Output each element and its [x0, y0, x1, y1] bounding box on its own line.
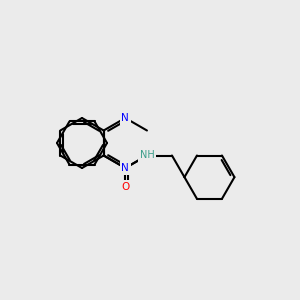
- Text: O: O: [121, 182, 129, 192]
- Text: NH: NH: [140, 151, 154, 160]
- Text: N: N: [122, 113, 129, 123]
- Text: N: N: [122, 163, 129, 173]
